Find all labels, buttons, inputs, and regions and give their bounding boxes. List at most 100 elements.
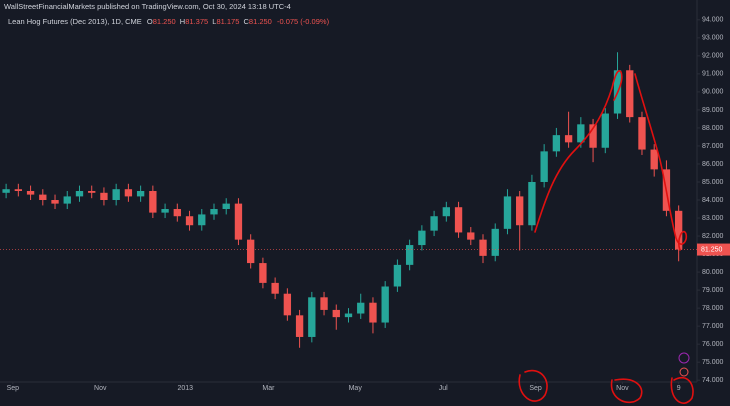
- candle-body: [26, 191, 35, 195]
- y-tick-label: 80.000: [702, 269, 724, 276]
- ohlc-label: L: [212, 17, 216, 26]
- x-tick-label: May: [349, 385, 363, 392]
- candle-body: [638, 117, 646, 150]
- candle-body: [39, 194, 47, 201]
- candle-body: [503, 196, 512, 229]
- ohlc-label: H: [180, 17, 185, 26]
- candle-body: [271, 282, 279, 294]
- candle-body: [247, 239, 255, 264]
- y-tick-label: 92.000: [702, 53, 724, 60]
- legend-line: Lean Hog Futures (Dec 2013), 1D, CME O81…: [8, 17, 330, 26]
- y-tick-label: 88.000: [702, 125, 724, 132]
- candle-body: [601, 113, 609, 148]
- candle-body: [308, 297, 316, 337]
- change: -0.075 (-0.09%): [277, 17, 330, 26]
- candle-body: [650, 149, 658, 170]
- x-tick-label: Jul: [439, 385, 448, 392]
- last-price-box: [697, 243, 730, 256]
- candle-body: [332, 309, 340, 318]
- x-tick-label: Mar: [262, 385, 275, 392]
- x-tick-label: Sep: [7, 385, 20, 392]
- candle-body: [564, 135, 573, 143]
- candle-body: [369, 302, 377, 323]
- candle-body: [14, 189, 23, 191]
- annotations: [518, 70, 694, 404]
- ohlc-value: 81.250: [153, 17, 176, 26]
- chart-title: Lean Hog Futures (Dec 2013), 1D, CME: [8, 17, 142, 26]
- candle-body: [2, 189, 10, 193]
- candle-body: [626, 70, 634, 118]
- candle-body: [75, 191, 84, 197]
- ohlc-label: C: [243, 17, 249, 26]
- y-tick-label: 87.000: [702, 143, 724, 150]
- candle-body: [185, 216, 194, 226]
- annotation-downtrend: [634, 73, 688, 251]
- candle-body: [405, 245, 414, 265]
- y-tick-label: 75.000: [702, 359, 724, 366]
- candle-body: [577, 124, 585, 143]
- y-tick-label: 93.000: [702, 35, 724, 42]
- candle-body: [234, 203, 243, 240]
- y-tick-label: 84.000: [702, 197, 724, 204]
- last-price-label: 81.250: [701, 246, 723, 253]
- y-tick-label: 85.000: [702, 179, 724, 186]
- event-icon[interactable]: [679, 367, 689, 377]
- candle-body: [100, 192, 108, 201]
- annotation-circle: [670, 376, 694, 404]
- candle-body: [63, 196, 71, 204]
- y-tick-label: 78.000: [702, 305, 724, 312]
- candle-body: [674, 210, 683, 250]
- candle-body: [295, 315, 304, 337]
- candle-body: [344, 313, 353, 318]
- event-icon[interactable]: [678, 352, 690, 364]
- y-tick-label: 76.000: [702, 341, 724, 348]
- candle-body: [173, 209, 181, 217]
- candle-body: [51, 200, 59, 204]
- plot-area: 74.000 75.000 76.000 77.000 78.000 79.000 80.0…: [0, 17, 730, 392]
- y-tick-label: 90.000: [702, 89, 724, 96]
- candle-body: [479, 239, 487, 256]
- candle-body: [88, 191, 96, 193]
- candle-body: [540, 151, 548, 182]
- candle-body: [136, 191, 145, 197]
- candle-body: [320, 297, 328, 310]
- candle-body: [418, 230, 426, 246]
- y-tick-label: 79.000: [702, 287, 724, 294]
- candle-body: [124, 189, 133, 197]
- x-tick-label: Nov: [94, 385, 107, 392]
- candle-body: [552, 135, 561, 152]
- x-tick-label: 2013: [177, 385, 193, 392]
- candle-body: [149, 191, 157, 213]
- candle-body: [222, 203, 230, 210]
- y-tick-label: 77.000: [702, 323, 724, 330]
- annotation-circle: [518, 369, 548, 402]
- candle-body: [198, 214, 206, 226]
- x-tick-label: 9: [677, 385, 681, 392]
- y-tick-label: 74.000: [702, 377, 724, 384]
- y-tick-label: 91.000: [702, 71, 724, 78]
- ohlc-value: 81.375: [185, 17, 208, 26]
- candle-body: [283, 293, 292, 316]
- y-tick-label: 86.000: [702, 161, 724, 168]
- ohlc-value: 81.175: [216, 17, 239, 26]
- candle-body: [430, 216, 438, 231]
- candle-body: [442, 207, 450, 217]
- y-tick-label: 82.000: [702, 233, 724, 240]
- candle-body: [393, 264, 402, 287]
- x-tick-label: Sep: [529, 385, 542, 392]
- candle-body: [210, 209, 218, 215]
- candle-body: [467, 232, 475, 240]
- y-tick-label: 94.000: [702, 17, 724, 24]
- ohlc-label: O: [147, 17, 153, 26]
- annotation-uptrend: [534, 70, 623, 233]
- annotation-circle: [610, 378, 643, 404]
- candle-body: [516, 196, 524, 226]
- candle-body: [381, 286, 389, 323]
- x-tick-label: Nov: [616, 385, 629, 392]
- candle-body: [454, 207, 463, 233]
- y-tick-label: 83.000: [702, 215, 724, 222]
- candle-body: [491, 228, 499, 256]
